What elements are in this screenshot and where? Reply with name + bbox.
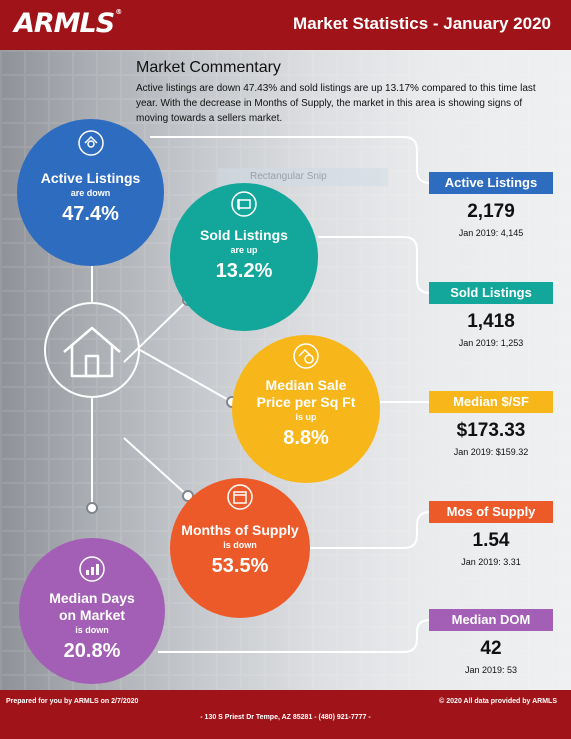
stat-active-listings: Active Listings 2,179 Jan 2019: 4,145	[429, 172, 553, 238]
active-listings-circle: Active Listings are down 47.4%	[17, 119, 164, 266]
connector-dom	[158, 619, 442, 653]
stat-previous: Jan 2019: 4,145	[458, 228, 524, 238]
calendar-icon	[227, 484, 253, 510]
node-dom	[86, 502, 98, 514]
stat-median-dom: Median DOM 42 Jan 2019: 53	[429, 609, 553, 675]
median-dom-percent: 20.8%	[63, 640, 121, 662]
connector-sold	[318, 236, 442, 294]
stat-previous: Jan 2019: 1,253	[458, 338, 524, 348]
page-title: Market Statistics - January 2020	[293, 14, 551, 33]
stat-value: 1,418	[467, 311, 515, 332]
house-sign-icon	[231, 191, 257, 217]
stat-sold-listings: Sold Listings 1,418 Jan 2019: 1,253	[429, 282, 553, 348]
connector-active	[150, 136, 442, 184]
median-price-percent: 8.8%	[283, 427, 329, 449]
stat-months-supply: Mos of Supply 1.54 Jan 2019: 3.31	[429, 501, 553, 567]
median-dom-direction: is down	[75, 625, 109, 635]
stat-previous: Jan 2019: 53	[464, 665, 518, 675]
copyright-note: © 2020 All data provided by ARMLS	[439, 698, 557, 705]
house-icon	[63, 326, 121, 378]
stat-value: 42	[480, 638, 502, 659]
median-price-circle: Median Sale Price per Sq Ft is up 8.8%	[232, 335, 380, 483]
stat-tag: Sold Listings	[429, 282, 553, 304]
house-hub	[44, 302, 140, 398]
stat-tag: Median $/SF	[429, 391, 553, 413]
dollar-house-icon	[293, 343, 319, 369]
median-dom-label-2: on Market	[58, 607, 126, 623]
chart-icon	[79, 556, 105, 582]
median-price-label-1: Median Sale	[265, 377, 347, 393]
stat-tag: Mos of Supply	[429, 501, 553, 523]
stat-median-psf: Median $/SF $173.33 Jan 2019: $159.32	[429, 391, 553, 457]
stat-value: 2,179	[467, 201, 515, 222]
stat-previous: Jan 2019: $159.32	[453, 447, 529, 457]
address-line: - 130 S Priest Dr Tempe, AZ 85281 - (480…	[200, 714, 371, 721]
stat-tag: Active Listings	[429, 172, 553, 194]
median-dom-circle: Median Days on Market is down 20.8%	[19, 538, 165, 684]
sold-listings-circle: Sold Listings are up 13.2%	[170, 183, 318, 331]
stat-previous: Jan 2019: 3.31	[461, 557, 521, 567]
footer-bar: Prepared for you by ARMLS on 2/7/2020 © …	[0, 690, 571, 739]
median-price-direction: is up	[295, 412, 317, 422]
months-supply-percent: 53.5%	[211, 555, 269, 577]
spoke-supply	[123, 437, 189, 497]
commentary-title: Market Commentary	[136, 59, 281, 76]
prepared-note: Prepared for you by ARMLS on 2/7/2020	[6, 698, 139, 705]
spoke-price	[139, 349, 233, 403]
sold-listings-label: Sold Listings	[200, 227, 288, 243]
active-listings-label: Active Listings	[40, 170, 141, 186]
stat-value: 1.54	[472, 530, 510, 551]
median-dom-label-1: Median Days	[49, 590, 135, 606]
sold-listings-percent: 13.2%	[215, 260, 273, 282]
median-price-label-2: Price per Sq Ft	[256, 394, 356, 410]
active-listings-direction: are down	[70, 188, 111, 198]
commentary-text: Active listings are down 47.43% and sold…	[136, 83, 536, 124]
months-supply-label: Months of Supply	[181, 522, 299, 538]
connector-supply	[308, 511, 442, 549]
months-supply-circle: Months of Supply is down 53.5%	[170, 478, 310, 618]
stat-tag: Median DOM	[429, 609, 553, 631]
header-bar: ARMLS® Market Statistics - January 2020	[0, 0, 571, 50]
armls-logo: ARMLS®	[14, 8, 122, 39]
magnifier-house-icon	[77, 130, 104, 156]
sold-listings-direction: are up	[230, 245, 258, 255]
months-supply-direction: is down	[223, 540, 257, 550]
active-listings-percent: 47.4%	[62, 203, 119, 225]
stat-value: $173.33	[456, 420, 526, 441]
snip-overlay: Rectangular Snip	[218, 168, 388, 186]
